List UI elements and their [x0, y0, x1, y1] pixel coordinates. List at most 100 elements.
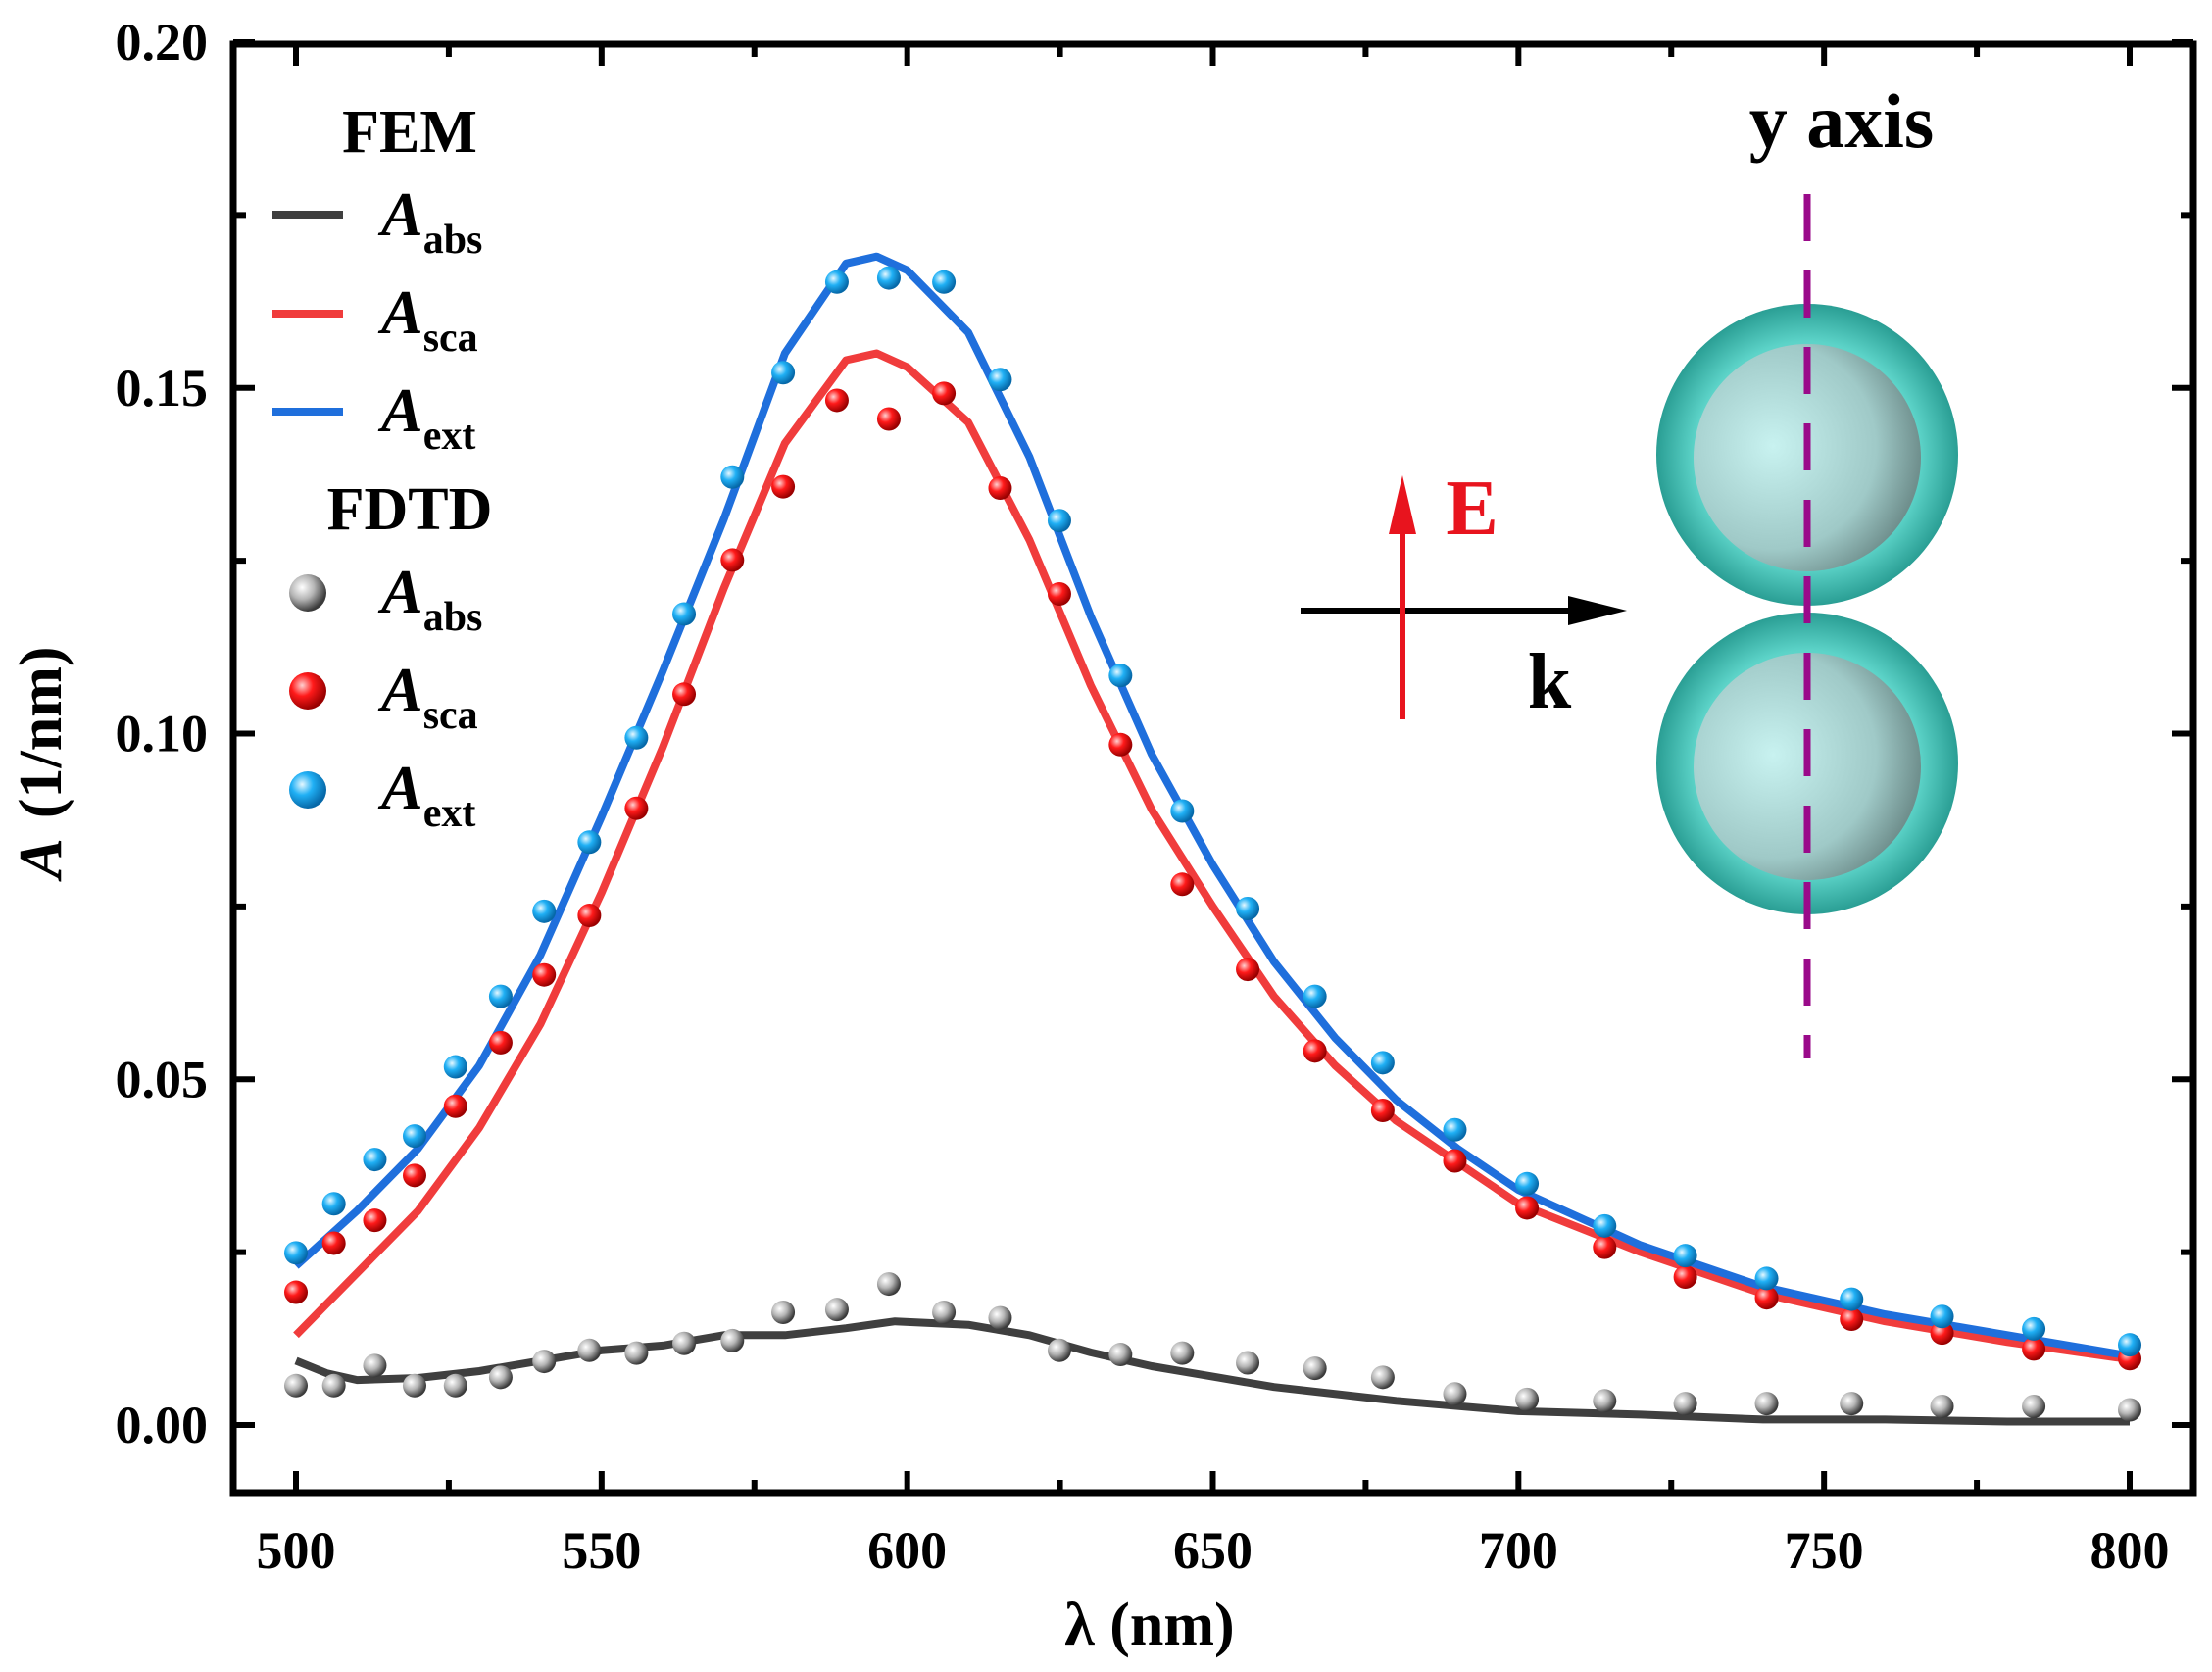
fdtd-point-ext — [720, 465, 745, 489]
fdtd-point-sca — [672, 682, 697, 707]
wavevector-label: k — [1528, 639, 1572, 725]
fdtd-point-abs — [1047, 1338, 1071, 1362]
fdtd-point-ext — [2118, 1333, 2141, 1357]
fdtd-point-sca — [1593, 1235, 1617, 1259]
fdtd-point-ext — [1108, 664, 1133, 688]
fdtd-point-ext — [1840, 1287, 1864, 1311]
x-tick-label: 800 — [2090, 1521, 2170, 1580]
fdtd-point-ext — [443, 1055, 467, 1079]
fdtd-point-sca — [1673, 1265, 1697, 1290]
legend-marker-fdtd-ext — [289, 771, 326, 809]
y-axis-annotation: y axis — [1749, 78, 1935, 164]
fdtd-point-sca — [988, 476, 1012, 501]
fdtd-point-sca — [1047, 581, 1071, 606]
fdtd-point-ext — [988, 368, 1012, 392]
legend-label-fem-ext: Aext — [377, 375, 475, 459]
fdtd-point-sca — [771, 474, 796, 499]
y-tick-label: 0.10 — [116, 705, 209, 763]
fdtd-point-ext — [363, 1148, 387, 1172]
fdtd-point-abs — [1754, 1392, 1779, 1416]
electric-field-arrowhead — [1389, 475, 1416, 534]
fdtd-point-abs — [443, 1373, 467, 1398]
fdtd-point-ext — [624, 725, 649, 750]
y-tick-label: 0.05 — [116, 1050, 209, 1108]
fdtd-point-ext — [577, 830, 602, 855]
fdtd-point-abs — [577, 1338, 602, 1362]
fdtd-point-ext — [1236, 896, 1260, 920]
fdtd-point-sca — [1754, 1286, 1779, 1310]
fdtd-point-abs — [624, 1341, 649, 1365]
fdtd-point-sca — [1370, 1098, 1395, 1122]
fdtd-point-ext — [532, 899, 557, 923]
fdtd-point-sca — [1515, 1196, 1540, 1220]
fdtd-point-sca — [1303, 1039, 1327, 1063]
fdtd-point-ext — [932, 270, 957, 294]
fdtd-point-ext — [284, 1241, 308, 1265]
fem-line-abs — [294, 1317, 2130, 1426]
fdtd-point-ext — [2022, 1316, 2046, 1341]
fdtd-point-abs — [1930, 1394, 1954, 1418]
fdtd-point-ext — [1515, 1171, 1540, 1196]
fdtd-point-sca — [876, 407, 901, 431]
fdtd-point-ext — [876, 266, 901, 290]
fdtd-point-abs — [1443, 1382, 1467, 1406]
x-tick-label: 500 — [257, 1521, 336, 1580]
y-axis-label-unit: (1/nm) — [8, 646, 74, 818]
fdtd-point-abs — [2118, 1398, 2141, 1422]
fdtd-point-ext — [1047, 509, 1071, 533]
fdtd-point-sca — [402, 1163, 426, 1188]
fdtd-point-abs — [1303, 1356, 1327, 1381]
fdtd-point-sca — [1170, 872, 1195, 897]
fdtd-point-sca — [624, 796, 649, 820]
fdtd-point-abs — [284, 1373, 308, 1398]
y-tick-label: 0.20 — [116, 13, 209, 72]
fdtd-point-abs — [1236, 1351, 1260, 1375]
fdtd-point-abs — [1108, 1343, 1133, 1367]
fdtd-point-sca — [1840, 1307, 1864, 1332]
fdtd-point-sca — [932, 381, 957, 406]
fdtd-point-abs — [2022, 1394, 2046, 1418]
fdtd-point-sca — [1108, 732, 1133, 757]
legend-label-fem-sca: Asca — [377, 277, 478, 361]
x-tick-label: 550 — [562, 1521, 641, 1580]
fdtd-point-sca — [363, 1208, 387, 1233]
x-tick-label: 650 — [1173, 1521, 1253, 1580]
fdtd-point-sca — [1930, 1321, 1954, 1346]
fdtd-point-sca — [1443, 1149, 1467, 1173]
fdtd-point-ext — [1754, 1266, 1779, 1291]
fdtd-point-abs — [672, 1331, 697, 1355]
fdtd-point-ext — [824, 270, 849, 294]
legend-marker-fdtd-sca — [289, 672, 326, 710]
legend-title-fdtd: FDTD — [327, 476, 493, 543]
fdtd-point-sca — [824, 388, 849, 413]
x-tick-label: 700 — [1479, 1521, 1558, 1580]
fdtd-point-sca — [577, 904, 602, 928]
fdtd-point-abs — [402, 1373, 426, 1398]
fdtd-point-abs — [1370, 1365, 1395, 1390]
fdtd-point-ext — [1930, 1304, 1954, 1329]
fdtd-point-abs — [988, 1305, 1012, 1330]
legend-marker-fdtd-abs — [289, 574, 326, 612]
fdtd-points — [284, 266, 2141, 1422]
legend-label-fem-abs: Aabs — [377, 179, 482, 263]
x-axis-label: λ (nm) — [1064, 1592, 1234, 1658]
fdtd-point-ext — [1443, 1117, 1467, 1142]
fdtd-point-ext — [771, 361, 796, 385]
legend-label-fdtd-abs: Aabs — [377, 557, 482, 640]
fdtd-point-ext — [1593, 1213, 1617, 1238]
fdtd-point-abs — [1593, 1389, 1617, 1413]
wavevector-arrowhead — [1568, 596, 1627, 625]
fdtd-point-sca — [284, 1280, 308, 1304]
fdtd-point-sca — [1236, 958, 1260, 982]
y-axis-label-symbol: A — [8, 838, 74, 882]
legend-label-fdtd-sca: Asca — [377, 655, 478, 738]
fdtd-point-ext — [321, 1192, 346, 1216]
fdtd-point-sca — [532, 962, 557, 987]
fdtd-point-abs — [488, 1365, 513, 1390]
fdtd-point-abs — [771, 1301, 796, 1325]
fdtd-point-ext — [1673, 1244, 1697, 1268]
y-tick-label: 0.15 — [116, 359, 209, 418]
fdtd-point-sca — [321, 1231, 346, 1255]
fdtd-point-abs — [824, 1298, 849, 1322]
x-tick-labels: 500 550 600 650 700 750 800 — [257, 1521, 2170, 1580]
